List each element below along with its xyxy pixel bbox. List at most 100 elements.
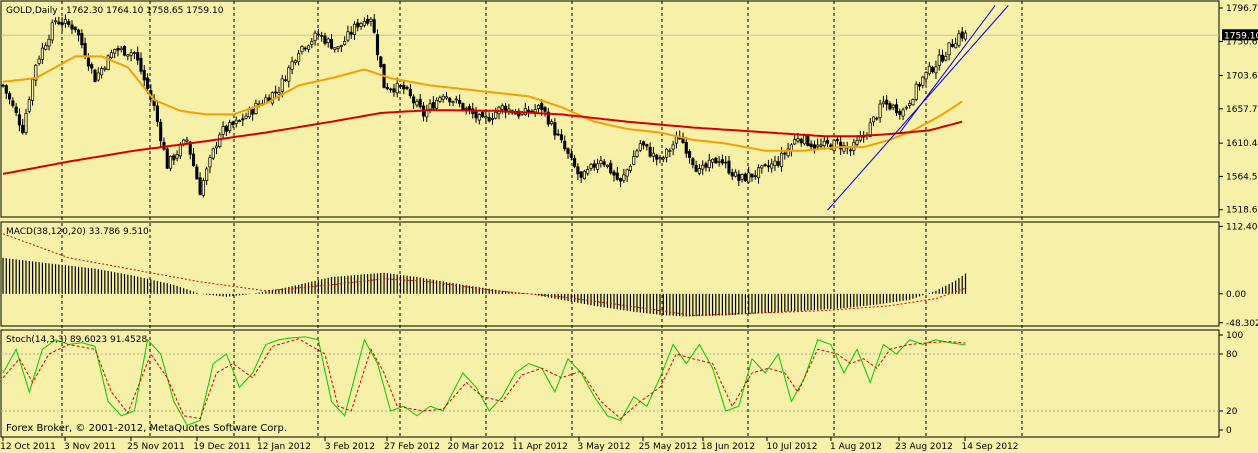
candle-body	[67, 21, 71, 25]
slow-moving-average-line	[2, 109, 963, 175]
x-tick-label: 20 Mar 2012	[447, 442, 504, 452]
candle-body	[415, 101, 419, 106]
price-y-tick-label: 1750.65	[1226, 37, 1258, 47]
candle-body	[57, 21, 61, 25]
candle-body	[113, 49, 117, 54]
x-tick-label: 3 Nov 2011	[64, 442, 116, 452]
candle-body	[612, 171, 616, 176]
candle-body	[793, 139, 797, 145]
candle-body	[697, 168, 701, 174]
candle-body	[921, 76, 925, 86]
candle-body	[944, 56, 948, 61]
candle-body	[109, 52, 113, 59]
symbol-label: GOLD,Daily	[6, 6, 58, 16]
macd-label: MACD(38,120,20) 33.786 9.510	[6, 227, 149, 237]
macd-histogram	[2, 257, 967, 317]
candle-body	[438, 97, 442, 102]
candle-body	[126, 54, 130, 57]
candle-body	[254, 103, 258, 115]
candle-body	[50, 22, 54, 41]
candle-body	[228, 122, 232, 132]
candle-body	[435, 99, 439, 109]
x-tick-label: 14 Sep 2012	[961, 442, 1018, 452]
candle-body	[448, 97, 452, 103]
candle-body	[405, 86, 409, 89]
stochastic-label: Stoch(14,3,3) 89.6023 91.4528	[6, 335, 147, 345]
candle-body	[306, 45, 311, 50]
candle-body	[566, 148, 570, 154]
candle-body	[586, 169, 590, 174]
candle-body	[671, 144, 675, 150]
candle-body	[464, 107, 468, 110]
candle-body	[734, 171, 738, 177]
macd-y-tick-label: 0.00	[1226, 290, 1246, 300]
candle-body	[556, 133, 560, 136]
macd-signal-line	[2, 233, 966, 316]
candle-body	[934, 66, 938, 74]
candle-body	[293, 60, 297, 63]
candle-body	[21, 124, 25, 134]
candle-body	[796, 138, 800, 142]
x-tick-label: 12 Jan 2012	[257, 442, 311, 452]
x-tick-label: 25 May 2012	[639, 442, 698, 452]
candle-body	[451, 101, 455, 104]
candle-body	[858, 136, 862, 141]
candle-body	[99, 68, 104, 76]
candle-body	[379, 56, 383, 67]
candle-body	[398, 85, 403, 87]
candle-body	[188, 141, 192, 155]
candle-body	[300, 46, 304, 53]
candle-body	[701, 164, 705, 170]
candle-body	[122, 46, 127, 56]
stochastic-y-tick-label: 0	[1226, 426, 1232, 436]
candle-body	[908, 103, 912, 106]
candle-body	[802, 134, 807, 145]
candle-body	[806, 136, 810, 146]
candle-body	[136, 52, 140, 61]
candle-body	[648, 146, 652, 157]
candle-body	[714, 157, 718, 164]
candle-body	[155, 105, 159, 123]
candle-body	[940, 54, 945, 62]
candle-body	[14, 106, 18, 114]
candle-body	[816, 144, 820, 148]
macd-pane: 112.406 0.00 -48.302 MACD(38,120,20) 33.78…	[0, 221, 1258, 329]
candle-body	[779, 152, 784, 167]
candle-body	[543, 107, 547, 112]
candle-body	[93, 69, 97, 82]
ohlc-label: 1762.30 1764.10 1758.65 1759.10	[66, 6, 224, 16]
candle-body	[891, 104, 895, 109]
candle-body	[418, 98, 422, 108]
candle-body	[582, 170, 586, 180]
candle-body	[326, 38, 330, 43]
x-tick-label: 18 Jun 2012	[701, 442, 755, 452]
candle-body	[211, 148, 215, 159]
candle-body	[297, 53, 301, 63]
candle-body	[911, 99, 915, 106]
candle-body	[44, 45, 48, 50]
candle-body	[86, 57, 90, 67]
candle-body	[711, 158, 715, 163]
candle-body	[694, 165, 698, 172]
candle-body	[822, 140, 826, 147]
candle-body	[80, 33, 84, 46]
stochastic-y-tick-label: 80	[1226, 350, 1238, 360]
candle-body	[37, 58, 41, 64]
candle-body	[553, 122, 557, 136]
candle-body	[658, 157, 662, 160]
candle-body	[947, 42, 951, 56]
stochastic-pane-frame	[0, 329, 1220, 438]
candle-body	[320, 34, 324, 37]
candle-body	[310, 41, 314, 45]
candle-body	[924, 72, 928, 80]
candle-body	[274, 91, 278, 94]
candle-body	[145, 77, 150, 89]
candle-body	[106, 55, 110, 71]
candle-body	[904, 106, 908, 109]
price-y-tick-label: 1610.45	[1226, 139, 1258, 149]
candle-body	[313, 32, 317, 41]
trend-channel-upper-line[interactable]	[899, 5, 996, 133]
candle-body	[825, 139, 830, 144]
candle-body	[878, 103, 882, 119]
candle-body	[632, 156, 636, 165]
